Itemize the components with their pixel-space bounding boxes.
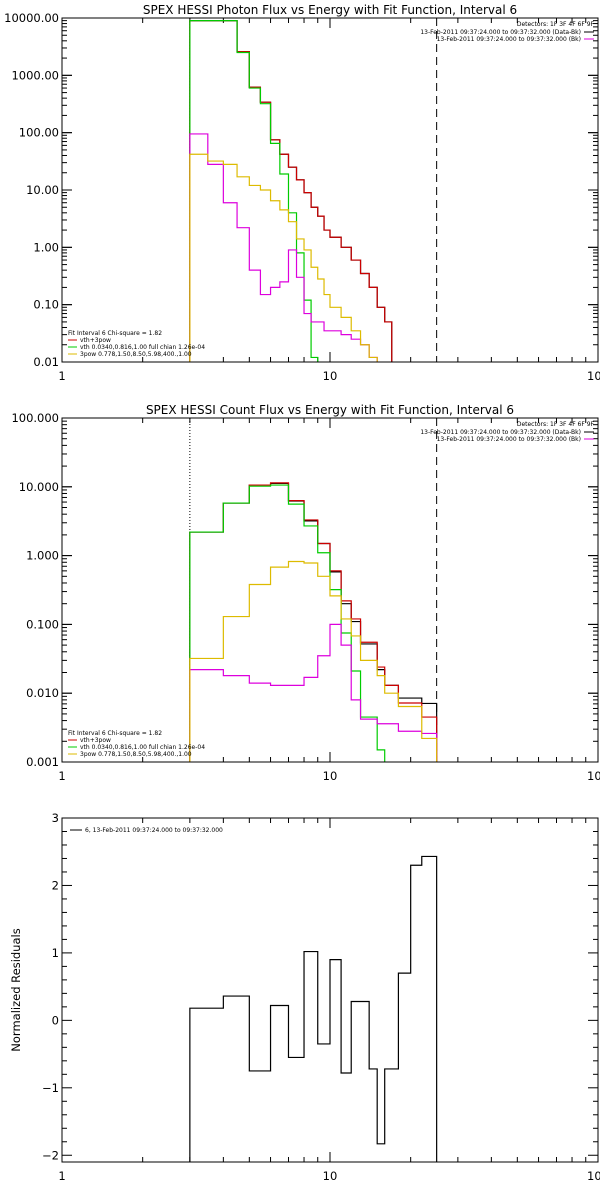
plot-frame [61,17,599,363]
x-tick-label: 1 [58,769,65,783]
x-tick-label: 100 [587,769,600,783]
plot-area [189,855,438,1162]
y-tick-label: 1000.00 [11,68,59,82]
series-line-0 [189,855,438,1162]
x-tick-label: 10 [323,769,338,783]
x-tick-label: 100 [587,369,600,383]
plot-area [189,482,438,762]
fit-legend-header: Fit Interval 6 Chi-square = 1.82 [68,730,162,737]
y-tick-label: 1.000 [26,549,59,563]
fit-legend-entry: 3pow 0.778,1.50,8.50,5.98,400.,1.00 [80,751,192,758]
residuals-y-axis-label: Normalized Residuals [9,928,23,1051]
y-tick-label: 0.010 [26,686,59,700]
fit-legend-entry: 3pow 0.778,1.50,8.50,5.98,400.,1.00 [80,351,192,358]
fit-legend-entry: vth 0.0340,0.816,1.00 full chian 1.26e-0… [80,344,205,351]
detectors-label: Detectors: 1F 3F 4F 6F 9F [517,421,595,428]
y-tick-label: 10.000 [19,480,59,494]
series-line-2 [189,20,319,362]
photon-flux-panel: SPEX HESSI Photon Flux vs Energy with Fi… [4,3,600,383]
axis-ticks [61,17,599,363]
series-line-4 [189,153,378,362]
x-tick-label: 100 [587,1169,600,1183]
fit-legend-header: Fit Interval 6 Chi-square = 1.82 [68,330,162,337]
photon-flux-title: SPEX HESSI Photon Flux vs Energy with Fi… [143,3,517,17]
y-tick-label: 10.00 [26,183,59,197]
series-line-4 [189,560,438,762]
y-tick-label: 3 [52,811,59,825]
plot-area [189,20,393,362]
y-tick-label: −1 [42,1081,59,1095]
y-tick-label: 1.00 [33,240,59,254]
x-tick-label: 10 [323,1169,338,1183]
legend-entry: 13-Feb-2011 09:37:24.000 to 09:37:32.000… [437,436,581,443]
y-tick-label: 0.01 [33,355,59,369]
count-flux-panel: SPEX HESSI Count Flux vs Energy with Fit… [11,403,600,783]
series-line-2 [189,484,386,762]
x-tick-label: 1 [58,1169,65,1183]
series-line-3 [189,623,438,762]
x-tick-label: 1 [58,369,65,383]
y-tick-label: 1 [52,946,59,960]
y-tick-label: 0 [52,1013,59,1027]
y-tick-label: 2 [52,878,59,892]
fit-legend-entry: vth 0.0340,0.816,1.00 full chian 1.26e-0… [80,744,205,751]
legend-entry: 6, 13-Feb-2011 09:37:24.000 to 09:37:32.… [85,827,223,834]
y-tick-label: 0.001 [26,755,59,769]
fit-legend-entry: vth+3pow [80,737,111,744]
y-tick-label: 100.00 [19,126,59,140]
legend-entry: 13-Feb-2011 09:37:24.000 to 09:37:32.000… [437,36,581,43]
y-tick-label: 10000.00 [4,11,59,25]
fit-legend-entry: vth+3pow [80,337,111,344]
legend-entry: 13-Feb-2011 09:37:24.000 to 09:37:32.000… [420,429,581,436]
legend-entry: 13-Feb-2011 09:37:24.000 to 09:37:32.000… [420,29,581,36]
detectors-label: Detectors: 1F 3F 4F 6F 9F [517,21,595,28]
y-tick-label: 0.10 [33,298,59,312]
y-tick-label: −2 [42,1148,59,1162]
x-tick-label: 10 [323,369,338,383]
y-tick-label: 0.100 [26,617,59,631]
plot-frame [61,417,599,763]
residuals-panel: Normalized Residuals 1 10 100 −2 −1 0 1 2 3 6, 13… [9,811,600,1183]
y-tick-label: 100.000 [11,411,59,425]
axis-ticks [61,817,599,1162]
plot-frame [61,817,599,1163]
count-flux-title: SPEX HESSI Count Flux vs Energy with Fit… [146,403,514,417]
